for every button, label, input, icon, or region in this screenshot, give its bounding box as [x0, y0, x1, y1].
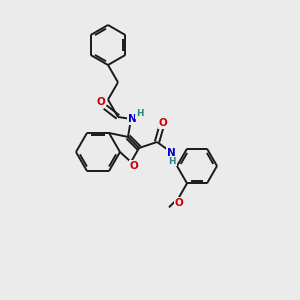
Text: O: O: [97, 97, 105, 107]
Text: H: H: [136, 110, 144, 118]
Text: H: H: [168, 157, 176, 166]
Text: O: O: [130, 161, 138, 171]
Text: O: O: [175, 198, 183, 208]
Text: N: N: [128, 114, 136, 124]
Text: N: N: [167, 148, 176, 158]
Text: O: O: [159, 118, 167, 128]
